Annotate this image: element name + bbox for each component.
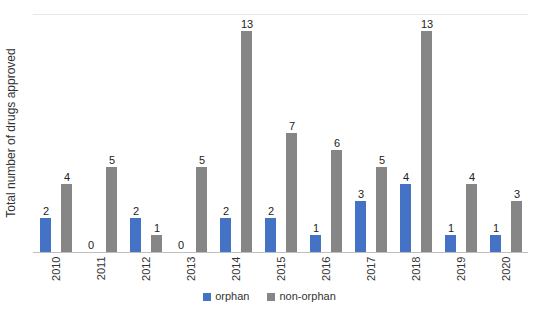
svg-text:13: 13 <box>241 18 253 30</box>
svg-text:3: 3 <box>514 188 520 200</box>
svg-text:2: 2 <box>43 205 49 217</box>
svg-text:2010: 2010 <box>50 257 62 281</box>
svg-text:5: 5 <box>379 154 385 166</box>
svg-text:0: 0 <box>178 239 184 251</box>
svg-text:4: 4 <box>64 171 70 183</box>
svg-text:7: 7 <box>289 120 295 132</box>
svg-text:1: 1 <box>154 222 160 234</box>
html-text:non-orphan: non-orphan <box>279 290 336 302</box>
svg-text:2016: 2016 <box>320 257 332 281</box>
svg-text:6: 6 <box>334 137 340 149</box>
svg-text:2014: 2014 <box>230 257 242 281</box>
svg-text:2018: 2018 <box>410 257 422 281</box>
svg-text:2011: 2011 <box>95 257 107 281</box>
svg-text:1: 1 <box>313 222 319 234</box>
svg-text:4: 4 <box>469 171 475 183</box>
svg-text:2: 2 <box>223 205 229 217</box>
svg-text:2012: 2012 <box>140 257 152 281</box>
svg-text:2019: 2019 <box>455 257 467 281</box>
svg-text:4: 4 <box>403 171 409 183</box>
svg-text:2013: 2013 <box>185 257 197 281</box>
svg-text:2: 2 <box>268 205 274 217</box>
svg-text:2020: 2020 <box>500 257 512 281</box>
svg-text:5: 5 <box>199 154 205 166</box>
svg-text:1: 1 <box>493 222 499 234</box>
svg-text:2017: 2017 <box>365 257 377 281</box>
svg-text:13: 13 <box>421 18 433 30</box>
html-text:orphan: orphan <box>215 290 250 302</box>
svg-text:2: 2 <box>133 205 139 217</box>
svg-text:3: 3 <box>358 188 364 200</box>
html-text:Total number of drugs approved: Total number of drugs approved <box>4 48 18 218</box>
svg-text:2015: 2015 <box>275 257 287 281</box>
svg-text:1: 1 <box>448 222 454 234</box>
svg-text:5: 5 <box>109 154 115 166</box>
svg-text:0: 0 <box>88 239 94 251</box>
